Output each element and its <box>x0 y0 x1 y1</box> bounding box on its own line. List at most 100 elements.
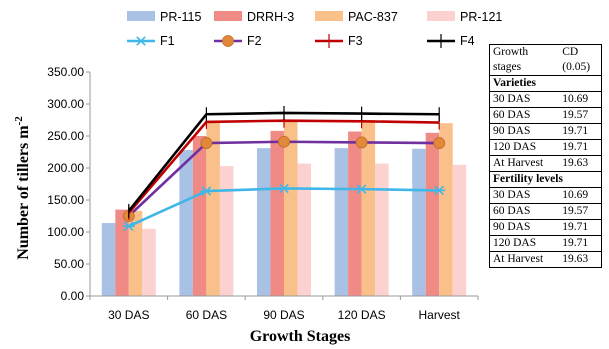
cd-cell: 19.71 <box>559 123 603 140</box>
y-axis-label: Number of tillers m-2 <box>13 116 32 260</box>
data-point <box>433 137 446 149</box>
y-tick-label: 150.00 <box>47 193 84 207</box>
y-tick-label: 350.00 <box>47 65 84 79</box>
cd-cell: 10.69 <box>559 187 603 204</box>
cd-cell: 19.71 <box>559 235 603 252</box>
legend-swatch <box>315 11 343 21</box>
data-point <box>355 136 368 149</box>
bar <box>375 163 389 296</box>
marker-stroke <box>201 186 212 196</box>
table-row: 30 DAS 10.69 <box>489 187 603 204</box>
bar <box>439 123 453 296</box>
y-axis-label-sup: -2 <box>13 116 25 126</box>
cd-cell: 10.69 <box>559 91 603 108</box>
bar <box>257 148 271 296</box>
cd-cell: 19.63 <box>559 251 603 268</box>
legend-label: PR-121 <box>460 10 502 24</box>
table-row: 120 DAS 19.71 <box>489 139 603 156</box>
legend-label: PR-115 <box>160 10 202 24</box>
bar <box>270 130 284 296</box>
bar <box>206 122 220 296</box>
section-row: Fertility levels <box>489 171 602 188</box>
y-tick-label: 300.00 <box>47 97 84 111</box>
stage-cell: 120 DAS <box>489 235 560 252</box>
y-tick-label: 200.00 <box>47 161 84 175</box>
legend-swatch <box>214 11 242 21</box>
marker-stroke <box>356 184 367 194</box>
y-tick-label: 100.00 <box>47 225 84 239</box>
stage-cell: 90 DAS <box>489 219 560 236</box>
section-row: Varieties <box>489 75 602 92</box>
legend-marker <box>222 35 234 47</box>
table-row: 30 DAS 10.69 <box>489 91 603 108</box>
table-row: 120 DAS 19.71 <box>489 235 603 252</box>
bar <box>101 223 116 296</box>
legend-label: F4 <box>460 34 475 48</box>
table-header-row-1: Growth CD <box>489 44 603 60</box>
data-point <box>278 135 290 148</box>
header-cd-level: (0.05) <box>559 60 603 76</box>
bar <box>219 166 234 296</box>
cd-table: Growth CD stages (0.05) Varieties 30 DAS… <box>489 44 603 268</box>
y-axis-label-text: Number of tillers m <box>15 125 32 260</box>
bar <box>412 148 426 296</box>
cd-cell: 19.57 <box>559 203 603 220</box>
y-tick-label: 0.00 <box>61 289 85 303</box>
stage-cell: 60 DAS <box>489 203 560 220</box>
bar <box>192 136 207 296</box>
table-header-row-2: stages (0.05) <box>489 60 603 76</box>
stage-cell: 90 DAS <box>489 123 560 140</box>
bar <box>128 210 143 296</box>
table-row: 60 DAS 19.57 <box>489 107 603 124</box>
header-cd: CD <box>559 44 603 60</box>
table-row: 90 DAS 19.71 <box>489 123 603 140</box>
y-tick-label: 250.00 <box>47 129 84 143</box>
bar <box>284 120 298 296</box>
x-axis: 30 DAS 60 DAS 90 DAS 120 DAS Harvest <box>89 295 479 322</box>
bar <box>452 164 467 296</box>
y-tick-label: 50.00 <box>54 257 84 271</box>
stage-cell: 30 DAS <box>489 91 560 108</box>
header-stages: stages <box>489 60 560 76</box>
legend-label: F3 <box>348 34 363 48</box>
bars <box>101 120 467 296</box>
legend-label: F1 <box>160 34 175 48</box>
data-point <box>355 184 368 194</box>
section-varieties: Varieties <box>489 75 602 92</box>
stage-cell: At Harvest <box>489 251 560 268</box>
x-tick-label: 60 DAS <box>186 308 227 322</box>
table-row: 90 DAS 19.71 <box>489 219 603 236</box>
bar <box>297 163 311 296</box>
lines <box>122 105 446 232</box>
x-axis-label: Growth Stages <box>250 328 351 345</box>
bar <box>334 148 349 296</box>
bar <box>115 209 129 296</box>
marker-stroke <box>124 221 134 232</box>
table-row: At Harvest 19.63 <box>489 155 603 172</box>
x-tick-label: 30 DAS <box>108 308 149 322</box>
marker-stroke <box>279 183 289 194</box>
legend: PR-115 DRRH-3 PAC-837 PR-121 F1 F2 F3 F4 <box>127 10 502 48</box>
x-tick-label: 90 DAS <box>263 308 304 322</box>
cd-cell: 19.71 <box>559 219 603 236</box>
legend-label: DRRH-3 <box>247 10 294 24</box>
cd-cell: 19.57 <box>559 107 603 124</box>
marker-stroke <box>434 185 444 196</box>
x-tick-label: Harvest <box>419 308 461 322</box>
data-point <box>200 137 213 149</box>
data-point <box>433 185 446 196</box>
legend-label: PAC-837 <box>348 10 398 24</box>
section-fertility: Fertility levels <box>489 171 602 188</box>
cd-cell: 19.71 <box>559 139 603 156</box>
legend-swatch <box>427 11 455 21</box>
table-row: At Harvest 19.63 <box>489 251 603 268</box>
stage-cell: 30 DAS <box>489 187 560 204</box>
bar <box>142 228 156 296</box>
header-growth: Growth <box>489 44 560 60</box>
x-tick-label: 120 DAS <box>338 308 386 322</box>
bar <box>179 150 193 296</box>
legend-marker <box>135 36 147 46</box>
data-point <box>122 221 135 232</box>
table-row: 60 DAS 19.57 <box>489 203 603 220</box>
